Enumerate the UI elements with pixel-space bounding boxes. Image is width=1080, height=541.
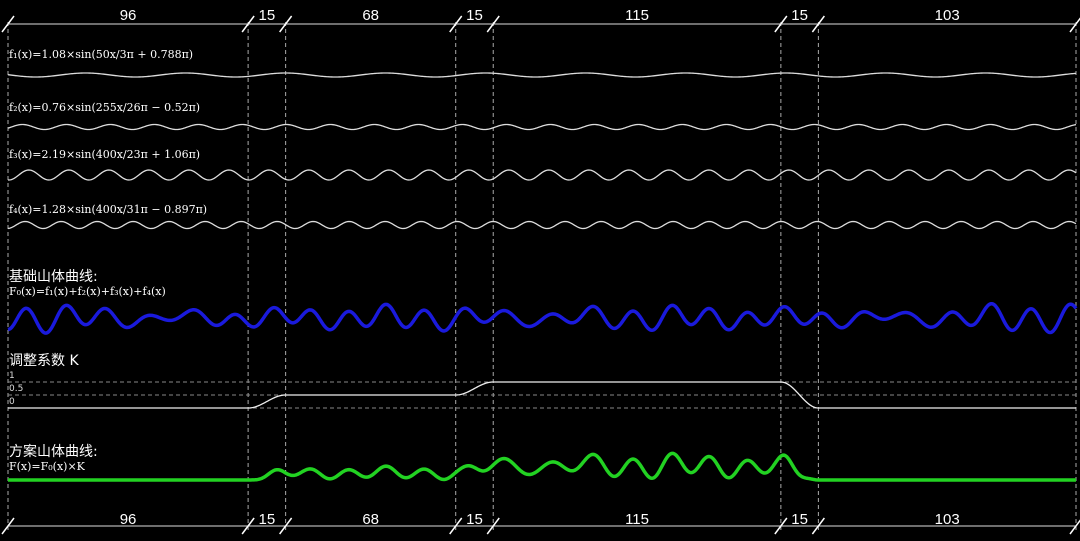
formula-f3: f₃(x)=2.19×sin(400x/23π + 1.06π) [9, 148, 201, 161]
k-tick-0: 0 [9, 397, 15, 407]
dimension-label-bottom-2: 68 [362, 511, 379, 528]
dimension-tick-bottom-1 [241, 517, 255, 535]
dimension-label-bottom-1: 15 [259, 511, 276, 528]
dimension-tick-bottom-2 [279, 517, 293, 535]
dimension-label-top-2: 68 [362, 7, 379, 24]
dimension-label-top-0: 96 [120, 7, 137, 24]
dimension-tick-bottom-7 [1069, 519, 1080, 535]
k-curve [8, 381, 1076, 409]
dimension-tick-bottom-3 [449, 517, 463, 535]
dimension-label-bottom-0: 96 [120, 511, 137, 528]
scheme-curve [8, 451, 1076, 482]
formula-f1: f₁(x)=1.08×sin(50x/3π + 0.788π) [9, 48, 194, 61]
dimension-label-top-4: 115 [625, 7, 649, 24]
dimension-tick-top-4 [486, 15, 500, 33]
dimension-label-bottom-3: 15 [466, 511, 483, 528]
dimension-tick-bottom-0 [1, 517, 15, 535]
k-tick-0.5: 0.5 [9, 384, 24, 394]
base-curve-title: 基础山体曲线: [9, 269, 98, 285]
dimension-label-bottom-5: 15 [791, 511, 808, 528]
formula-f4: f₄(x)=1.28×sin(400x/31π − 0.897π) [9, 203, 208, 216]
scheme-curve-title: 方案山体曲线: [9, 444, 98, 460]
dimension-tick-top-2 [279, 15, 293, 33]
dimension-tick-bottom-6 [811, 517, 825, 535]
k-tick-1: 1 [9, 371, 15, 381]
dimension-tick-top-1 [241, 15, 255, 33]
dimension-label-bottom-6: 103 [935, 511, 960, 528]
wave-f1 [7, 72, 1077, 78]
formula-f2: f₂(x)=0.76×sin(255x/26π − 0.52π) [9, 101, 201, 114]
dimension-label-top-5: 15 [791, 7, 808, 24]
dimension-label-top-6: 103 [935, 7, 960, 24]
wave-f3 [7, 169, 1077, 181]
dimension-tick-bottom-5 [774, 517, 788, 535]
wave-f4 [7, 220, 1077, 230]
dimension-label-bottom-4: 115 [625, 511, 649, 528]
dimension-tick-bottom-4 [486, 517, 500, 535]
base-curve [7, 301, 1078, 335]
dimension-label-top-3: 15 [466, 7, 483, 24]
scheme-curve-formula: F(x)=F₀(x)×K [9, 460, 85, 473]
dimension-tick-top-5 [774, 15, 788, 33]
dimension-tick-top-0 [1, 15, 15, 33]
wave-f2 [7, 123, 1077, 131]
dimension-tick-top-7 [1069, 17, 1080, 33]
dimension-tick-top-3 [449, 15, 463, 33]
coef-title: 调整系数 K [9, 353, 79, 369]
base-curve-formula: F₀(x)=f₁(x)+f₂(x)+f₃(x)+f₄(x) [9, 285, 166, 298]
dimension-tick-top-6 [811, 15, 825, 33]
dimension-label-top-1: 15 [259, 7, 276, 24]
